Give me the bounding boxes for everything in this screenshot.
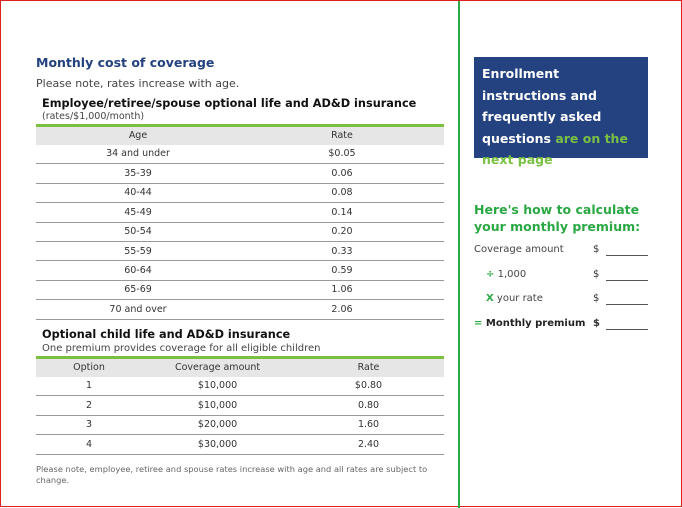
calc-label-text: 1,000: [497, 269, 527, 280]
table-cell: 0.06: [240, 163, 444, 184]
calc-label: X your rate: [474, 293, 543, 304]
table-row: 60-64 0.59: [36, 260, 444, 281]
table-cell: 60-64: [36, 260, 240, 281]
table-row: 55-59 0.33: [36, 241, 444, 262]
table-cell: 1.06: [240, 280, 444, 301]
calc-label: = Monthly premium: [474, 318, 585, 329]
table1-subtitle: (rates/$1,000/month): [42, 111, 145, 122]
table-cell: 2: [36, 395, 143, 416]
table-cell: 70 and over: [36, 299, 240, 320]
table-cell: 2.06: [240, 299, 444, 320]
table-cell: $30,000: [142, 434, 294, 455]
table-cell: 4: [36, 434, 143, 455]
calc-label-text: your rate: [496, 293, 543, 304]
column-header-coverage: Coverage amount: [142, 356, 294, 377]
calc-title: Here's how to calculate your monthly pre…: [474, 202, 641, 234]
table-cell: $0.05: [240, 144, 444, 165]
table-row: 4 $30,000 2.40: [36, 434, 444, 455]
table-row: 3 $20,000 1.60: [36, 415, 444, 436]
child-rates-table: Option Coverage amount Rate 1 $10,000 $0.8…: [36, 356, 444, 455]
callout-highlight: are on the next page: [482, 130, 628, 168]
table-cell: 0.59: [240, 260, 444, 281]
divider: [458, 1, 460, 508]
table-cell: 3: [36, 415, 143, 436]
currency-symbol: $: [593, 318, 600, 329]
blank-line: [606, 304, 648, 305]
currency-symbol: $: [593, 244, 600, 255]
calc-label: ÷ 1,000: [474, 269, 526, 280]
operator-icon: X: [486, 293, 494, 304]
currency-symbol: $: [593, 293, 600, 304]
table-cell: 34 and under: [36, 144, 240, 165]
calc-row: X your rate $: [474, 293, 650, 307]
table-cell: $20,000: [142, 415, 294, 436]
table-cell: 45-49: [36, 202, 240, 223]
table-cell: 65-69: [36, 280, 240, 301]
blank-line: [606, 329, 648, 330]
table-row: 50-54 0.20: [36, 222, 444, 242]
table-row: 65-69 1.06: [36, 280, 444, 301]
page-title: Monthly cost of coverage: [36, 55, 215, 70]
table-row: 34 and under $0.05: [36, 144, 444, 165]
table-cell: $0.80: [293, 376, 444, 397]
column-header-age: Age: [36, 124, 240, 145]
table2-title: Optional child life and AD&D insurance: [42, 328, 291, 341]
calc-label: Coverage amount: [474, 244, 564, 255]
currency-symbol: $: [593, 269, 600, 280]
table-row: 2 $10,000 0.80: [36, 395, 444, 416]
table-row: 40-44 0.08: [36, 183, 444, 204]
blank-line: [606, 255, 648, 256]
footnote: Please note, employee, retiree and spous…: [36, 464, 428, 485]
table-cell: 0.80: [293, 395, 444, 416]
calc-row: Coverage amount $: [474, 244, 650, 258]
table-cell: 2.40: [293, 434, 444, 455]
column-header-option: Option: [36, 356, 143, 377]
callout-text: Enrollment instructions and frequently a…: [482, 66, 602, 146]
table-cell: 0.20: [240, 222, 444, 242]
table-cell: 40-44: [36, 183, 240, 204]
table2-subtitle: One premium provides coverage for all el…: [42, 343, 321, 354]
employee-rates-table: Age Rate 34 and under $0.05 35-39 0.06 40-44…: [36, 124, 444, 320]
table-cell: 50-54: [36, 222, 240, 242]
age-note: Please note, rates increase with age.: [36, 77, 240, 90]
table-row: 45-49 0.14: [36, 202, 444, 223]
table-cell: $10,000: [142, 376, 294, 397]
table-row: 70 and over 2.06: [36, 299, 444, 320]
table-cell: 0.08: [240, 183, 444, 204]
enrollment-callout: Enrollment instructions and frequently a…: [474, 57, 648, 167]
table-cell: 55-59: [36, 241, 240, 262]
operator-icon: =: [474, 318, 483, 329]
table-row: 35-39 0.06: [36, 163, 444, 184]
table-cell: 1.60: [293, 415, 444, 436]
table-row: 1 $10,000 $0.80: [36, 376, 444, 397]
table-cell: 0.33: [240, 241, 444, 262]
operator-icon: ÷: [486, 269, 495, 280]
table-cell: 0.14: [240, 202, 444, 223]
table-cell: 35-39: [36, 163, 240, 184]
blank-line: [606, 280, 648, 281]
calc-row: ÷ 1,000 $: [474, 269, 650, 283]
calc-label-text: Coverage amount: [474, 244, 564, 255]
calc-label-text: Monthly premium: [485, 318, 586, 329]
column-header-rate: Rate: [293, 356, 444, 377]
table-cell: 1: [36, 376, 143, 397]
table1-title: Employee/retiree/spouse optional life an…: [42, 97, 417, 110]
calc-row: = Monthly premium $: [474, 318, 650, 332]
table-cell: $10,000: [142, 395, 294, 416]
column-header-rate: Rate: [240, 124, 444, 145]
